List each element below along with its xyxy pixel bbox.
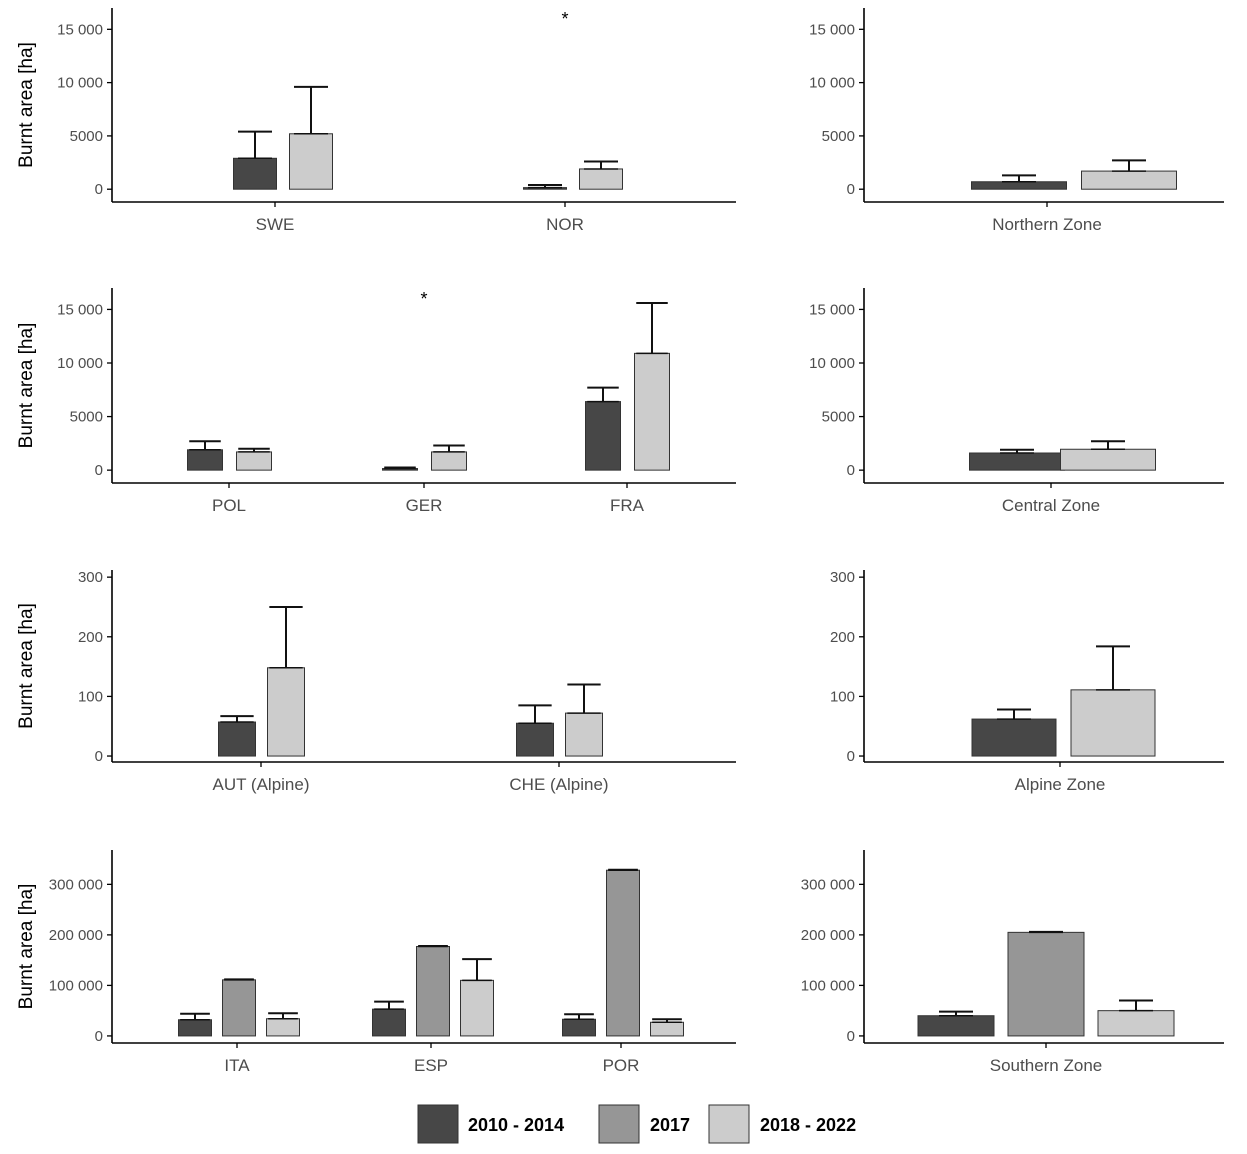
y-tick-label: 300 000 bbox=[801, 876, 855, 893]
x-tick-label-fra: FRA bbox=[610, 496, 645, 515]
bar-southern-zone-2010-2014 bbox=[917, 1015, 995, 1037]
y-tick-label: 0 bbox=[95, 748, 103, 765]
bar-esp-2017 bbox=[416, 946, 450, 1037]
y-tick-label: 100 bbox=[830, 688, 855, 705]
x-tick-label-nor: NOR bbox=[546, 215, 584, 234]
x-tick-label-ger: GER bbox=[406, 496, 443, 515]
y-tick-label: 300 bbox=[830, 569, 855, 586]
bar-por-2018-2022 bbox=[650, 1021, 684, 1037]
x-tick-label-por: POR bbox=[603, 1056, 640, 1075]
panel-2: 0 5000 10 000 15 000 Northern Zone bbox=[809, 8, 1224, 234]
y-tick-label: 10 000 bbox=[57, 75, 103, 92]
y-tick-label: 15 000 bbox=[57, 21, 103, 38]
panel-8: 0 100 000 200 000 300 000 Southern Zone bbox=[801, 850, 1224, 1075]
bar-che-alpine-2010-2014 bbox=[516, 722, 554, 757]
y-tick-label: 15 000 bbox=[809, 21, 855, 38]
bar-central-zone-2010-2014 bbox=[969, 452, 1065, 471]
y-tick-label: 5000 bbox=[70, 128, 103, 145]
y-tick-label: 100 000 bbox=[801, 977, 855, 994]
y-tick-label: 5000 bbox=[70, 409, 103, 426]
bar-northern-zone-2018-2022 bbox=[1081, 170, 1177, 190]
y-tick-label: 100 bbox=[78, 688, 103, 705]
bar-aut-alpine-2010-2014 bbox=[218, 721, 256, 757]
x-tick-label-southern-zone: Southern Zone bbox=[990, 1056, 1102, 1075]
bar-pol-2010-2014 bbox=[187, 449, 223, 471]
legend-swatch-2017 bbox=[598, 1104, 640, 1144]
y-tick-label: 300 bbox=[78, 569, 103, 586]
y-tick-label: 0 bbox=[847, 181, 855, 198]
bar-aut-alpine-2018-2022 bbox=[267, 667, 305, 757]
y-axis-title: Burnt area [ha] bbox=[16, 323, 37, 449]
y-tick-label: 5000 bbox=[822, 128, 855, 145]
significance-star-nor: * bbox=[561, 9, 568, 29]
bar-swe-2010-2014 bbox=[233, 157, 277, 190]
y-tick-label: 0 bbox=[95, 1028, 103, 1045]
bar-ita-2010-2014 bbox=[178, 1019, 212, 1037]
bar-che-alpine-2018-2022 bbox=[565, 712, 603, 757]
y-tick-label: 200 000 bbox=[49, 927, 103, 944]
significance-star-ger: * bbox=[420, 289, 427, 309]
y-tick-label: 200 000 bbox=[801, 927, 855, 944]
bar-nor-2018-2022 bbox=[579, 168, 623, 190]
x-tick-label-central-zone: Central Zone bbox=[1002, 496, 1100, 515]
y-axis-title: Burnt area [ha] bbox=[16, 42, 37, 168]
y-tick-label: 200 bbox=[830, 629, 855, 646]
x-tick-label-pol: POL bbox=[212, 496, 246, 515]
legend-label-2010-2014: 2010 - 2014 bbox=[468, 1115, 564, 1135]
y-tick-label: 200 bbox=[78, 629, 103, 646]
legend-swatch-2010-2014 bbox=[417, 1104, 459, 1144]
x-tick-label-northern-zone: Northern Zone bbox=[992, 215, 1102, 234]
legend-label-2018-2022: 2018 - 2022 bbox=[760, 1115, 856, 1135]
bar-esp-2018-2022 bbox=[460, 979, 494, 1037]
bar-por-2017 bbox=[606, 869, 640, 1037]
bar-southern-zone-2018-2022 bbox=[1097, 1010, 1175, 1037]
y-tick-label: 0 bbox=[95, 462, 103, 479]
x-tick-label-esp: ESP bbox=[414, 1056, 448, 1075]
bar-alpine-zone-2018-2022 bbox=[1070, 689, 1156, 757]
x-tick-label-swe: SWE bbox=[256, 215, 295, 234]
y-tick-label: 15 000 bbox=[57, 301, 103, 318]
y-axis-title: Burnt area [ha] bbox=[16, 884, 37, 1010]
panel-5: 0 100 200 300 Burnt area [ha] AUT (Alpine) CHE… bbox=[16, 569, 736, 794]
y-tick-label: 0 bbox=[847, 1028, 855, 1045]
x-tick-label-che-alpine: CHE (Alpine) bbox=[509, 775, 608, 794]
y-tick-label: 0 bbox=[847, 748, 855, 765]
y-tick-label: 0 bbox=[95, 181, 103, 198]
panel-4: 0 5000 10 000 15 000 Central Zone bbox=[809, 288, 1224, 515]
y-axis-title: Burnt area [ha] bbox=[16, 603, 37, 729]
bar-ita-2017 bbox=[222, 979, 256, 1037]
panel-7: 0 100 000 200 000 300 000 Burnt area [ha] ITA… bbox=[16, 850, 736, 1075]
bar-southern-zone-2017 bbox=[1007, 931, 1085, 1037]
panel-3: 0 5000 10 000 15 000 Burnt area [ha] POL GER FR… bbox=[16, 288, 736, 515]
bar-esp-2010-2014 bbox=[372, 1008, 406, 1037]
legend: 2010 - 2014 2017 2018 - 2022 bbox=[417, 1104, 856, 1144]
y-tick-label: 100 000 bbox=[49, 977, 103, 994]
panel-6: 0 100 200 300 Alpine Zone bbox=[830, 569, 1224, 794]
legend-swatch-2018-2022 bbox=[708, 1104, 750, 1144]
bar-ger-2018-2022 bbox=[431, 451, 467, 471]
legend-label-2017: 2017 bbox=[650, 1115, 690, 1135]
x-tick-label-aut-alpine: AUT (Alpine) bbox=[213, 775, 310, 794]
bar-ita-2018-2022 bbox=[266, 1018, 300, 1037]
bar-fra-2018-2022 bbox=[634, 352, 670, 471]
bar-swe-2018-2022 bbox=[289, 133, 333, 190]
bar-por-2010-2014 bbox=[562, 1018, 596, 1037]
bar-northern-zone-2010-2014 bbox=[971, 181, 1067, 190]
x-tick-label-ita: ITA bbox=[224, 1056, 250, 1075]
x-tick-label-alpine-zone: Alpine Zone bbox=[1015, 775, 1106, 794]
panel-1: 0 5000 10 000 15 000 Burnt area [ha] SWE NOR * bbox=[16, 8, 736, 234]
y-tick-label: 10 000 bbox=[57, 355, 103, 372]
y-tick-label: 0 bbox=[847, 462, 855, 479]
y-tick-label: 10 000 bbox=[809, 75, 855, 92]
y-tick-label: 300 000 bbox=[49, 876, 103, 893]
bar-alpine-zone-2010-2014 bbox=[971, 718, 1057, 757]
y-tick-label: 10 000 bbox=[809, 355, 855, 372]
bar-central-zone-2018-2022 bbox=[1060, 448, 1156, 471]
bar-pol-2018-2022 bbox=[236, 451, 272, 471]
bar-fra-2010-2014 bbox=[585, 401, 621, 471]
y-tick-label: 5000 bbox=[822, 409, 855, 426]
y-tick-label: 15 000 bbox=[809, 301, 855, 318]
